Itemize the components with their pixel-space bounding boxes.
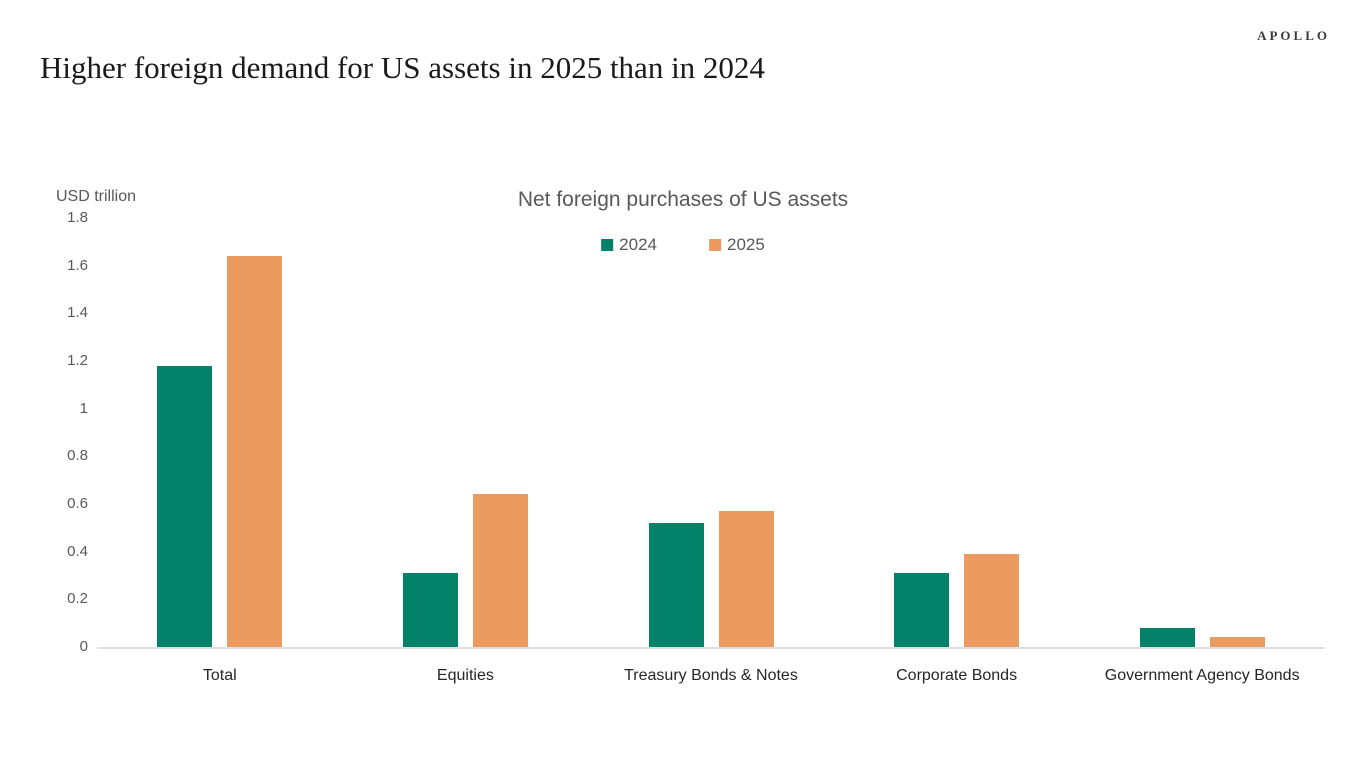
legend-item-2024: 2024 <box>601 235 657 255</box>
bar-2024-corporate-bonds <box>894 573 950 647</box>
bar-2024-equities <box>402 573 458 647</box>
y-axis-tick-1.8: 1.8 <box>67 209 88 226</box>
chart-legend: 2024 2025 <box>601 235 765 255</box>
x-axis-label-government-agency-bonds: Government Agency Bonds <box>1104 667 1300 684</box>
y-axis-tick-0.2: 0.2 <box>67 590 88 608</box>
bar-2024-total <box>157 365 213 647</box>
legend-label-2025: 2025 <box>727 235 765 254</box>
page-title: Higher foreign demand for US assets in 2… <box>40 50 765 85</box>
legend-swatch-2024 <box>601 239 614 251</box>
y-axis-tick-1.4: 1.4 <box>67 304 88 322</box>
x-axis-line <box>97 647 1325 649</box>
bar-2025-treasury-bonds-notes <box>718 511 774 647</box>
y-axis-tick-0.8: 0.8 <box>67 447 88 465</box>
legend-swatch-2025 <box>709 239 721 251</box>
y-axis-tick-0: 0 <box>79 638 88 655</box>
bar-2025-government-agency-bonds <box>1209 637 1265 647</box>
y-axis-tick-1.2: 1.2 <box>67 352 88 369</box>
bar-2024-treasury-bonds-notes <box>648 523 704 647</box>
y-axis-tick-1.6: 1.6 <box>67 256 88 274</box>
legend-label-2024: 2024 <box>619 235 657 254</box>
x-axis-label-treasury-bonds-notes: Treasury Bonds & Notes <box>624 667 798 684</box>
chart-title: Net foreign purchases of US assets <box>517 188 849 211</box>
bar-2024-government-agency-bonds <box>1139 627 1195 647</box>
y-axis-unit-label: USD trillion <box>56 188 137 205</box>
x-axis-label-corporate-bonds: Corporate Bonds <box>896 667 1018 684</box>
bar-2025-corporate-bonds <box>964 554 1020 647</box>
x-axis-label-equities: Equities <box>436 667 494 684</box>
bar-2025-total <box>227 256 283 647</box>
apollo-logo: APOLLO <box>1257 28 1330 43</box>
y-axis-tick-0.4: 0.4 <box>67 542 88 560</box>
y-axis-tick-1: 1 <box>79 399 88 417</box>
x-axis-label-total: Total <box>202 667 237 684</box>
bar-2025-equities <box>472 494 528 647</box>
legend-item-2025: 2025 <box>709 235 765 255</box>
y-axis-tick-0.6: 0.6 <box>67 495 88 512</box>
